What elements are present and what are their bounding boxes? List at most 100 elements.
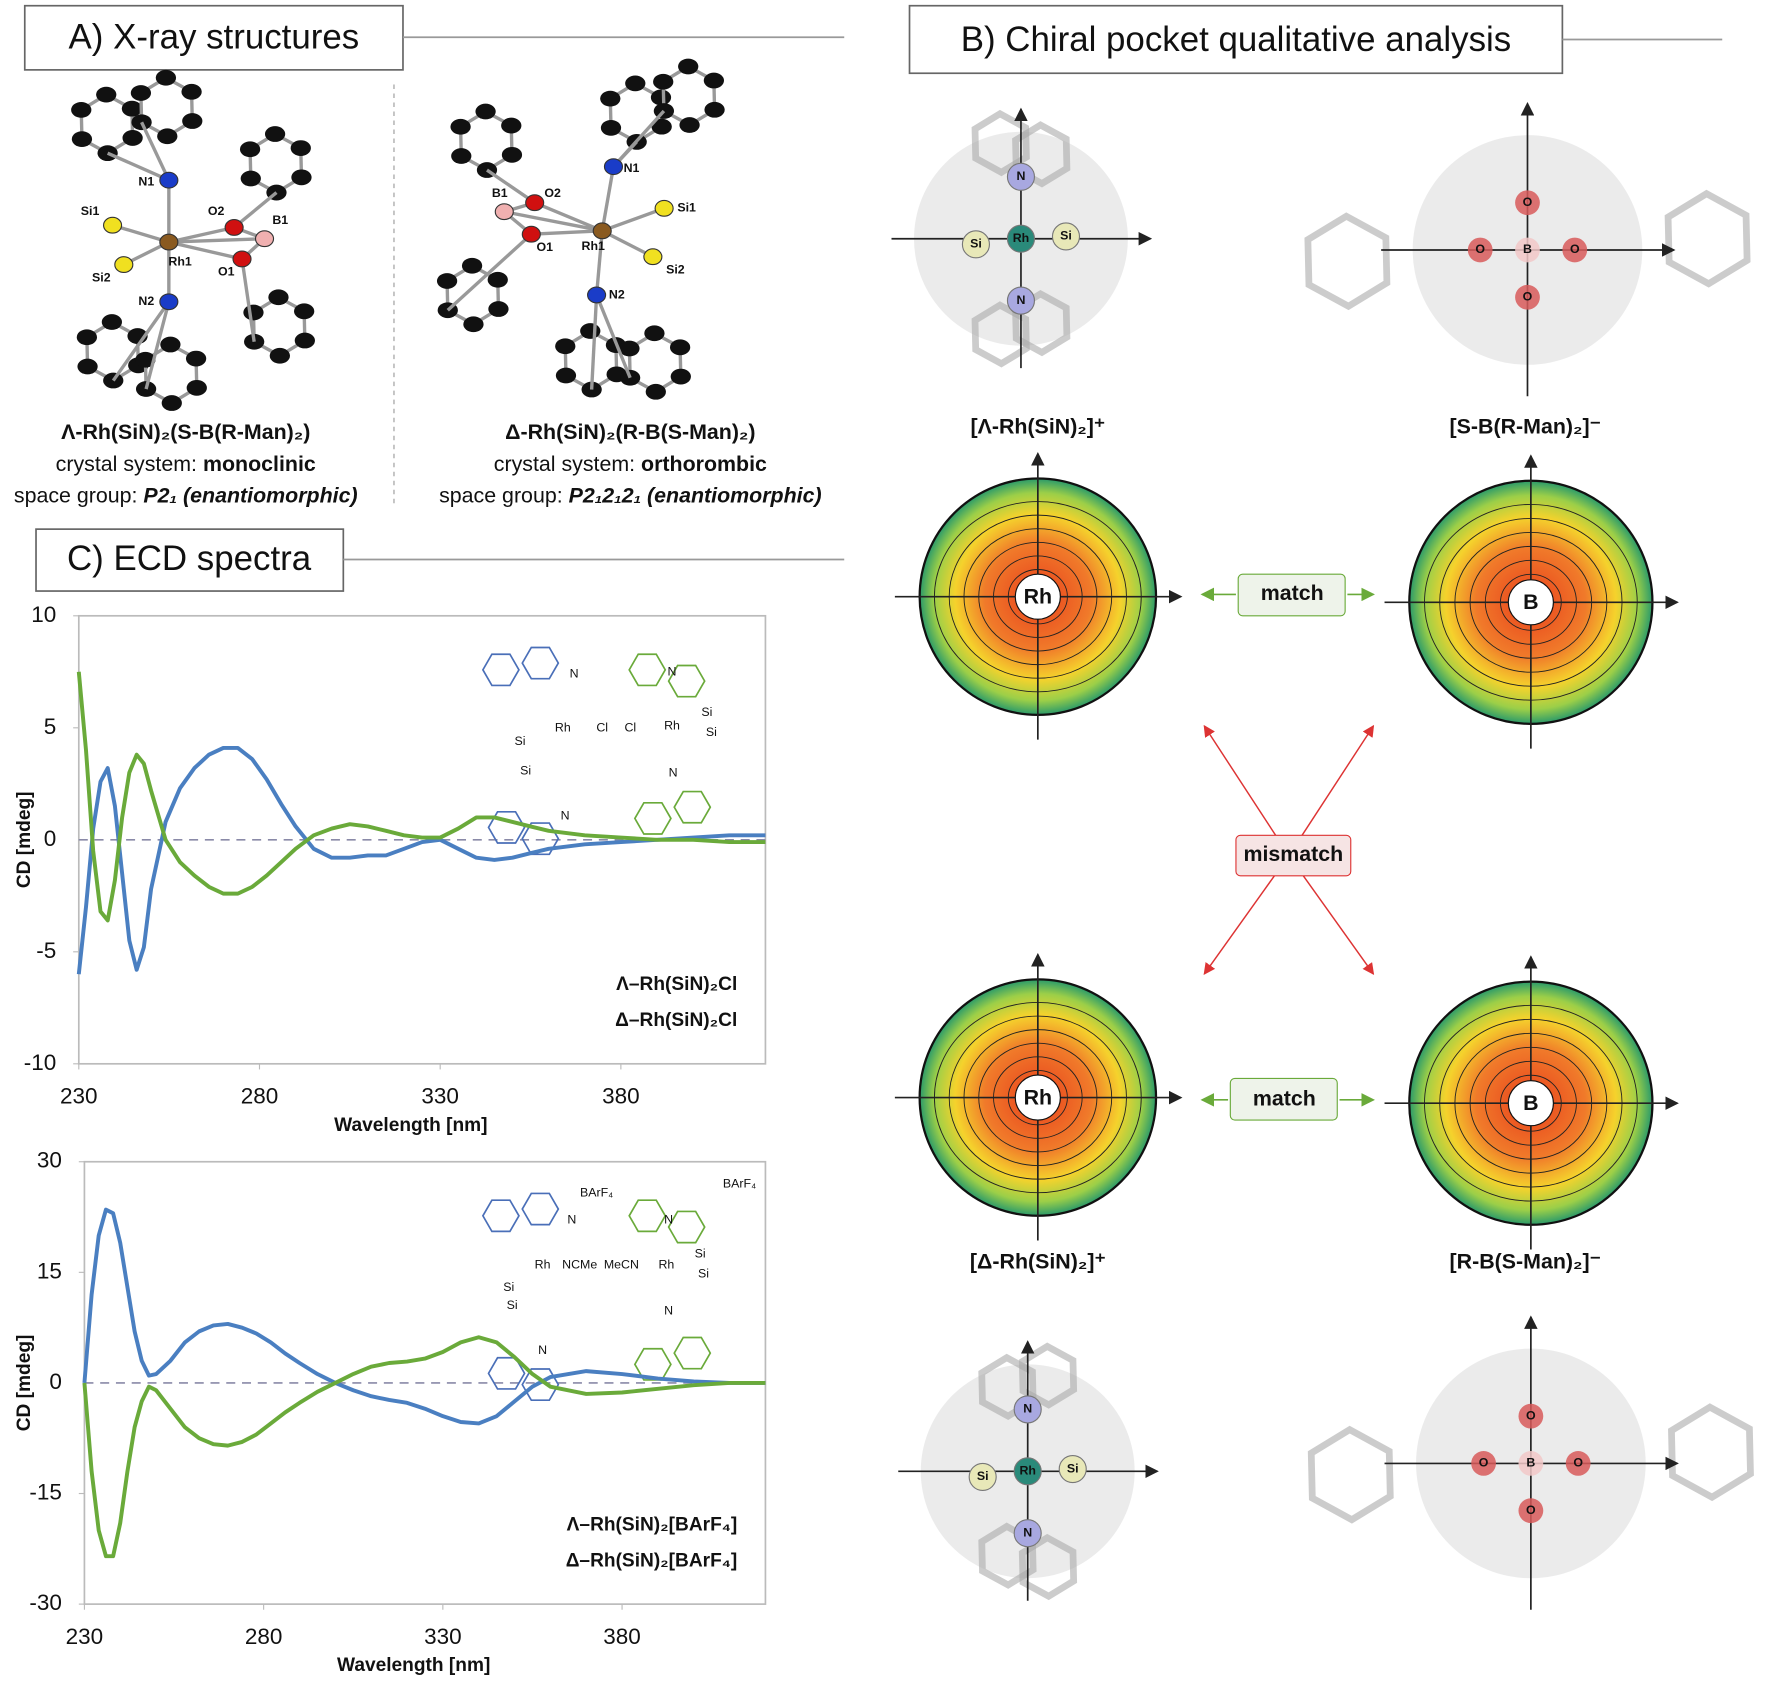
- ring-bond: [1307, 1425, 1394, 1524]
- atom: [244, 333, 265, 350]
- inset-ring: [481, 1199, 520, 1233]
- space-group-label: space group:: [439, 483, 569, 507]
- atom: [704, 101, 725, 118]
- space-group: space group: P2₁2₁2₁ (enantiomorphic): [439, 483, 822, 507]
- atom-label: Si: [977, 1469, 989, 1483]
- atom: [436, 273, 458, 289]
- atom: [155, 69, 177, 86]
- inset-label: Si: [698, 1267, 709, 1281]
- atom: [76, 329, 98, 346]
- x-tick-label: 330: [424, 1624, 462, 1649]
- atom: [670, 368, 691, 385]
- match-box: [1229, 1077, 1338, 1121]
- structure-name: Δ-Rh(SiN)₂(R-B(S-Man)₂): [505, 420, 755, 444]
- atom: [290, 140, 311, 156]
- atom: [625, 75, 646, 92]
- y-tick-label: 10: [31, 602, 56, 627]
- atom: [678, 58, 699, 75]
- data-line: [82, 1335, 766, 1559]
- atom: [243, 304, 264, 321]
- atom: [185, 350, 207, 367]
- atom: [651, 118, 672, 135]
- atom: [157, 128, 178, 145]
- inset-label: N: [561, 808, 570, 822]
- atom: [77, 358, 98, 375]
- center-disk: [1014, 1074, 1061, 1121]
- atom: [240, 170, 261, 187]
- atom: [555, 338, 576, 355]
- atom: [159, 293, 179, 311]
- inset-label: MeCN: [604, 1258, 639, 1272]
- species-label: [Δ-Rh(SiN)₂]⁺: [970, 1250, 1106, 1274]
- ring-bond: [978, 1353, 1037, 1421]
- ring-bond: [1664, 189, 1751, 288]
- atom: [181, 83, 202, 100]
- center-label: Rh: [1024, 584, 1052, 608]
- atom: [182, 113, 203, 129]
- atom: [71, 131, 93, 148]
- atom: [294, 332, 315, 349]
- space-group-value: P2₁ (enantiomorphic): [143, 483, 357, 507]
- atom-label: O: [1570, 242, 1580, 256]
- inset-label: Rh: [535, 1258, 551, 1272]
- x-tick-label: 230: [66, 1624, 104, 1649]
- atom-label: O1: [218, 265, 235, 279]
- atom: [463, 316, 484, 333]
- data-line: [76, 745, 766, 975]
- inset-label: Si: [507, 1298, 518, 1312]
- atom: [1013, 1395, 1042, 1424]
- mismatch-box: [1235, 834, 1352, 877]
- atom-label: N1: [624, 161, 640, 175]
- mismatch-arrow: [1288, 724, 1375, 856]
- title-boxes: [23, 4, 1723, 592]
- atom: [961, 230, 990, 259]
- atom: [619, 340, 640, 357]
- atom-label: O: [1523, 195, 1533, 209]
- species-label: [S-B(R-Man)₂]⁻: [1450, 414, 1601, 438]
- bond: [589, 294, 599, 390]
- inset-label: Cl: [596, 721, 608, 735]
- atom: [160, 336, 181, 353]
- y-tick-label: -15: [29, 1479, 62, 1504]
- atom: [461, 257, 483, 274]
- atom: [239, 141, 261, 158]
- x-tick-label: 380: [603, 1624, 641, 1649]
- inset-ring: [673, 1336, 712, 1370]
- atom: [603, 158, 624, 176]
- atom-label: N: [1016, 293, 1025, 307]
- legend-entry: Δ–Rh(SiN)₂Cl: [615, 1010, 737, 1031]
- match-label: match: [1253, 1086, 1316, 1110]
- atom-label: N: [1016, 169, 1025, 183]
- match-label: match: [1261, 581, 1324, 605]
- y-axis-label: CD [mdeg]: [14, 791, 35, 888]
- ring-bond: [971, 109, 1030, 177]
- x-tick-label: 280: [241, 1084, 279, 1109]
- atom: [1013, 1457, 1042, 1486]
- atom: [1471, 1451, 1496, 1476]
- center-label: B: [1523, 1091, 1538, 1115]
- y-tick-label: -30: [29, 1590, 62, 1615]
- atom: [654, 199, 674, 217]
- atom: [521, 225, 541, 243]
- x-tick-label: 230: [60, 1084, 98, 1109]
- inset-ring: [487, 810, 526, 844]
- legend-entry: Δ–Rh(SiN)₂[BArF₄]: [566, 1550, 738, 1571]
- inset-label: Si: [695, 1246, 706, 1260]
- atom: [600, 119, 622, 136]
- inset-label: Cl: [625, 721, 637, 735]
- atom: [1515, 190, 1540, 216]
- ring-bond: [1018, 1533, 1078, 1601]
- atom: [1006, 286, 1036, 315]
- atom: [1565, 1451, 1591, 1476]
- atom: [600, 90, 621, 107]
- atom-label: O: [1523, 290, 1533, 304]
- atom: [96, 86, 117, 103]
- bond: [594, 230, 604, 296]
- inset-ring: [673, 790, 712, 824]
- atom: [1518, 1451, 1544, 1476]
- atom: [232, 250, 252, 268]
- inset-label: N: [668, 664, 677, 678]
- inset-label: Si: [515, 734, 526, 748]
- structure-name: Λ-Rh(SiN)₂(S-B(R-Man)₂): [61, 420, 310, 444]
